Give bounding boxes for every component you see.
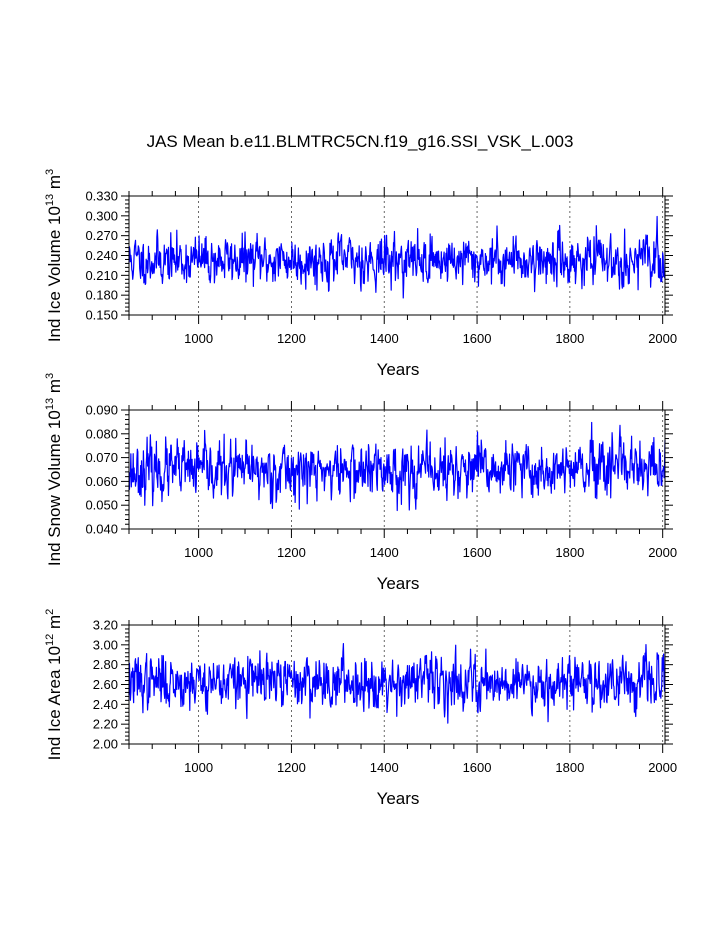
x-tick-label: 1200 bbox=[277, 331, 306, 346]
y-axis-label-superscript: 12 bbox=[44, 634, 56, 646]
x-tick-label: 1400 bbox=[370, 760, 399, 775]
y-axis-label-superscript: 3 bbox=[44, 373, 56, 379]
x-tick-label: 1200 bbox=[277, 760, 306, 775]
x-tick-label: 1800 bbox=[555, 545, 584, 560]
y-tick-label: 2.60 bbox=[93, 677, 118, 692]
x-tick-label: 1600 bbox=[463, 545, 492, 560]
chart-panel-2: 1000 1200 1400 1600 1800 2000 0.040 0.050 0.060 0… bbox=[44, 373, 677, 593]
y-tick-label: 0.080 bbox=[85, 426, 118, 441]
chart-title: JAS Mean b.e11.BLMTRC5CN.f19_g16.SSI_VSK… bbox=[147, 132, 574, 151]
y-axis-label: Ind Snow Volume 1013 m3 bbox=[44, 373, 64, 566]
y-tick-label: 0.090 bbox=[85, 403, 118, 418]
x-axis-label: Years bbox=[377, 574, 420, 593]
x-tick-label: 2000 bbox=[648, 331, 677, 346]
x-tick-label: 1000 bbox=[184, 760, 213, 775]
y-tick-label: 0.150 bbox=[85, 308, 118, 323]
y-axis-label-text: m bbox=[45, 175, 64, 194]
x-tick-label: 1800 bbox=[555, 760, 584, 775]
x-tick-label: 1000 bbox=[184, 545, 213, 560]
y-axis-label-superscript: 13 bbox=[44, 398, 56, 410]
x-tick-label: 1600 bbox=[463, 760, 492, 775]
y-tick-label: 0.070 bbox=[85, 450, 118, 465]
chart-panel-3: 1000 1200 1400 1600 1800 2000 2.00 2.20 2.40 2.60… bbox=[44, 609, 677, 808]
series-line-1 bbox=[128, 642, 666, 724]
y-tick-label: 0.180 bbox=[85, 288, 118, 303]
y-tick-label: 2.00 bbox=[93, 737, 118, 752]
y-axis-label-text: Ind Ice Area 10 bbox=[45, 646, 64, 760]
x-axis-label: Years bbox=[377, 789, 420, 808]
plot-frame bbox=[128, 409, 666, 530]
series-line-1 bbox=[128, 215, 666, 299]
chart-panel-1: 1000 1200 1400 1600 1800 2000 0.150 0.180 0.210 0… bbox=[44, 169, 677, 379]
y-axis-label-text: m bbox=[45, 379, 64, 398]
x-tick-label: 1600 bbox=[463, 331, 492, 346]
x-tick-label: 1800 bbox=[555, 331, 584, 346]
y-tick-label: 2.80 bbox=[93, 657, 118, 672]
y-tick-label: 0.330 bbox=[85, 189, 118, 204]
y-axis-label: Ind Ice Volume 1013 m3 bbox=[44, 169, 64, 342]
x-tick-label: 1400 bbox=[370, 545, 399, 560]
y-axis-label-superscript: 13 bbox=[44, 194, 56, 206]
y-tick-label: 0.060 bbox=[85, 474, 118, 489]
x-tick-label: 2000 bbox=[648, 760, 677, 775]
y-tick-label: 0.050 bbox=[85, 498, 118, 513]
y-axis-label-text: Ind Snow Volume 10 bbox=[45, 410, 64, 566]
y-tick-label: 0.040 bbox=[85, 522, 118, 537]
y-axis-label: Ind Ice Area 1012 m2 bbox=[44, 609, 64, 761]
x-axis-label: Years bbox=[377, 360, 420, 379]
y-axis-label-superscript: 2 bbox=[44, 609, 56, 615]
y-tick-label: 0.270 bbox=[85, 228, 118, 243]
x-tick-label: 1200 bbox=[277, 545, 306, 560]
y-tick-label: 3.20 bbox=[93, 618, 118, 633]
y-axis-label-text: m bbox=[45, 615, 64, 634]
y-tick-label: 0.300 bbox=[85, 208, 118, 223]
x-tick-label: 1000 bbox=[184, 331, 213, 346]
y-tick-label: 3.00 bbox=[93, 637, 118, 652]
y-tick-label: 0.240 bbox=[85, 248, 118, 263]
y-tick-label: 2.20 bbox=[93, 717, 118, 732]
y-tick-label: 2.40 bbox=[93, 697, 118, 712]
series-line-1 bbox=[128, 421, 666, 512]
y-tick-label: 0.210 bbox=[85, 268, 118, 283]
y-axis-label-text: Ind Ice Volume 10 bbox=[45, 206, 64, 342]
y-axis-label-superscript: 3 bbox=[44, 169, 56, 175]
x-tick-label: 1400 bbox=[370, 331, 399, 346]
x-tick-label: 2000 bbox=[648, 545, 677, 560]
